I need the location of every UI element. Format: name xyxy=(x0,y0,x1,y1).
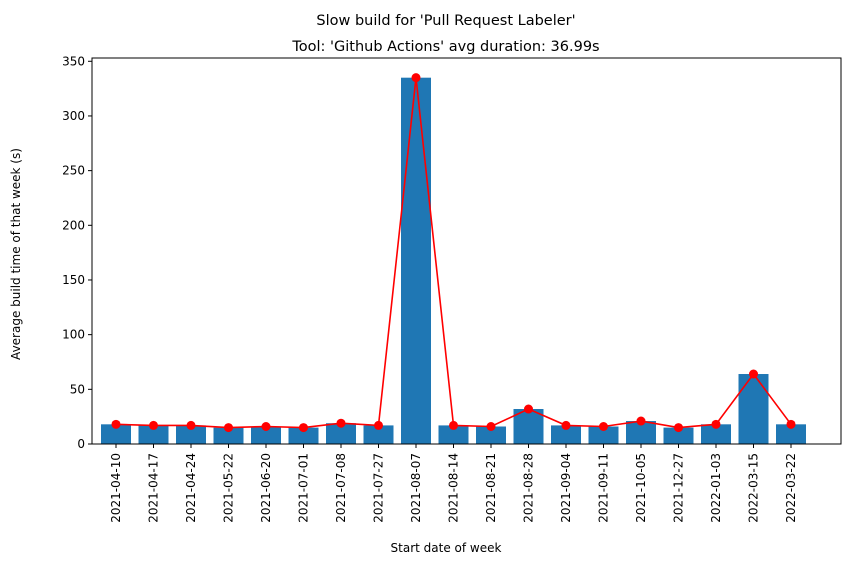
y-axis: 0 50 100 150 200 250 300 350 xyxy=(62,54,92,451)
point-2022-03-15 xyxy=(749,369,758,379)
line-series xyxy=(111,73,796,433)
bar-2021-08-07 xyxy=(401,77,431,445)
bar-series xyxy=(101,77,806,445)
point-2021-08-14 xyxy=(449,420,458,430)
bar-2021-06-20 xyxy=(251,426,281,444)
y-tick-label: 300 xyxy=(62,109,85,123)
x-tick-label: 2021-04-10 xyxy=(109,453,123,523)
x-tick-label: 2021-09-04 xyxy=(559,453,573,523)
bar-2021-09-04 xyxy=(551,425,581,444)
bar-2021-07-27 xyxy=(363,425,394,444)
x-tick-label: 2021-06-20 xyxy=(259,453,273,523)
point-2021-07-27 xyxy=(374,420,383,430)
trend-line xyxy=(115,77,792,429)
point-2022-01-03 xyxy=(711,419,721,429)
point-2021-04-10 xyxy=(111,419,121,429)
point-2021-06-20 xyxy=(261,422,271,432)
y-axis-label: Average build time of that week (s) xyxy=(9,148,23,360)
x-tick-label: 2021-08-21 xyxy=(484,453,498,523)
bar-2021-10-05 xyxy=(626,421,656,444)
bar-2021-08-21 xyxy=(476,426,506,444)
bar-2021-12-27 xyxy=(663,427,694,444)
bar-2022-01-03 xyxy=(701,424,731,444)
y-tick-label: 150 xyxy=(62,273,85,287)
x-tick-label: 2022-03-22 xyxy=(784,453,798,523)
x-tick-label: 2021-05-22 xyxy=(222,453,236,523)
x-axis-label: Start date of week xyxy=(391,541,502,555)
y-tick-label: 350 xyxy=(62,54,85,68)
y-tick-label: 100 xyxy=(62,328,85,342)
y-tick-label: 250 xyxy=(62,164,85,178)
chart-title: Tool: 'Github Actions' avg duration: 36.… xyxy=(291,39,599,55)
bar-2021-07-08 xyxy=(326,423,356,444)
plot-frame xyxy=(91,57,842,445)
bar-2021-08-28 xyxy=(513,409,544,444)
x-tick-label: 2022-01-03 xyxy=(709,453,723,523)
y-tick-label: 50 xyxy=(70,382,85,396)
point-2021-04-24 xyxy=(186,420,196,430)
x-tick-label: 2021-08-28 xyxy=(522,453,536,523)
point-2021-10-05 xyxy=(636,416,646,426)
point-2021-04-17 xyxy=(149,420,158,430)
x-tick-label: 2021-10-05 xyxy=(634,453,648,523)
x-tick-label: 2021-09-11 xyxy=(597,453,611,523)
point-2021-12-27 xyxy=(674,423,683,433)
x-tick-label: 2021-07-01 xyxy=(297,453,311,523)
y-tick-label: 0 xyxy=(77,437,85,451)
x-tick-label: 2021-04-17 xyxy=(147,453,161,523)
bar-2021-04-10 xyxy=(101,424,131,444)
point-2021-09-04 xyxy=(561,420,571,430)
x-axis: 2021-04-10 2021-04-17 2021-04-24 2021-05-22… xyxy=(109,444,798,523)
bar-2021-07-01 xyxy=(288,427,319,444)
bar-2022-03-15 xyxy=(738,374,769,444)
bar-2021-04-17 xyxy=(138,425,169,444)
bar-2022-03-22 xyxy=(776,424,806,444)
bar-2021-05-22 xyxy=(213,427,244,444)
x-tick-label: 2021-04-24 xyxy=(184,453,198,523)
x-tick-label: 2021-07-08 xyxy=(334,453,348,523)
bar-2021-04-24 xyxy=(176,425,206,444)
x-tick-label: 2021-08-14 xyxy=(447,453,461,523)
point-2022-03-22 xyxy=(786,419,796,429)
x-tick-label: 2021-12-27 xyxy=(672,453,686,523)
point-2021-05-22 xyxy=(224,423,233,433)
point-2021-09-11 xyxy=(599,422,608,432)
y-tick-label: 200 xyxy=(62,218,85,232)
point-2021-08-28 xyxy=(524,404,533,414)
point-2021-07-08 xyxy=(336,418,346,428)
point-2021-08-21 xyxy=(486,422,496,432)
point-2021-07-01 xyxy=(299,423,308,433)
x-tick-label: 2022-03-15 xyxy=(747,453,761,523)
point-2021-08-07 xyxy=(411,73,421,83)
bar-2021-08-14 xyxy=(438,425,469,444)
chart-suptitle: Slow build for 'Pull Request Labeler' xyxy=(316,13,575,29)
bar-2021-09-11 xyxy=(588,426,619,444)
x-tick-label: 2021-07-27 xyxy=(372,453,386,523)
x-tick-label: 2021-08-07 xyxy=(409,453,423,523)
